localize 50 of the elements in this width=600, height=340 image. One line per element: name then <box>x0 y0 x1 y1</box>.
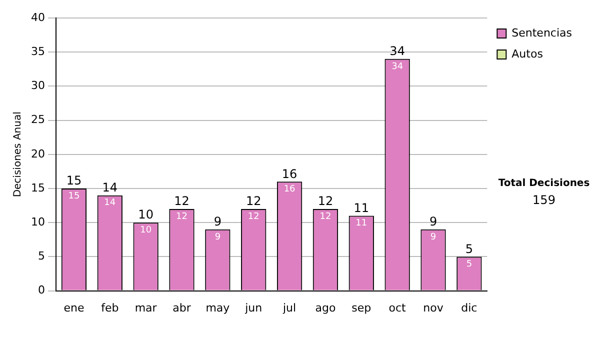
data-label: 15 <box>68 191 80 202</box>
y-tick-label: 15 <box>30 181 45 194</box>
x-tick-label: dic <box>461 301 478 314</box>
x-tick-label: oct <box>388 301 407 314</box>
x-tick-label: sep <box>352 301 372 314</box>
data-label: 5 <box>466 260 472 270</box>
total-label: 34 <box>390 44 405 58</box>
total-label: 12 <box>318 194 334 208</box>
x-tick-label: ago <box>315 301 336 314</box>
x-tick-label: jul <box>282 301 296 314</box>
data-label: 12 <box>320 212 332 222</box>
data-label: 10 <box>140 225 152 236</box>
total-label: 15 <box>66 174 82 188</box>
total-label: 9 <box>214 214 222 229</box>
total-label: 16 <box>282 166 298 181</box>
data-label: 34 <box>392 62 404 72</box>
x-tick-label: feb <box>101 301 119 314</box>
data-label: 14 <box>104 198 116 208</box>
data-label: 11 <box>356 218 368 229</box>
x-tick-label: abr <box>172 301 192 314</box>
x-tick-label: may <box>206 301 230 314</box>
legend-label: Autos <box>512 47 544 60</box>
data-label: 16 <box>284 184 296 195</box>
x-tick-label: jun <box>244 301 262 314</box>
y-tick-label: 5 <box>38 250 45 263</box>
total-label: 9 <box>429 214 438 229</box>
y-tick-label: 35 <box>30 44 45 58</box>
total-label: 5 <box>465 242 474 256</box>
total-label: 10 <box>138 208 154 222</box>
total-label: 11 <box>354 200 370 215</box>
total-label: 12 <box>246 194 262 208</box>
data-label: 12 <box>248 212 260 222</box>
y-tick-label: 0 <box>38 284 45 297</box>
y-tick-label: 10 <box>30 215 45 228</box>
data-label: 9 <box>430 232 436 242</box>
y-axis-title: Decisiones Anual <box>12 112 24 198</box>
text: 159 <box>532 193 556 207</box>
text: Total Decisiones <box>497 178 591 189</box>
y-tick-label: 25 <box>30 113 45 126</box>
x-tick-label: ene <box>64 301 84 314</box>
total-label: 12 <box>174 194 190 208</box>
x-tick-label: mar <box>134 301 158 314</box>
total-label: 14 <box>102 180 118 194</box>
x-tick-label: nov <box>423 301 444 314</box>
y-tick-label: 40 <box>30 10 45 24</box>
y-tick-label: 20 <box>30 147 45 160</box>
y-tick-label: 30 <box>30 79 45 92</box>
data-label: 9 <box>214 232 221 242</box>
legend-label: Sentencias <box>512 26 572 40</box>
data-label: 12 <box>176 212 188 222</box>
